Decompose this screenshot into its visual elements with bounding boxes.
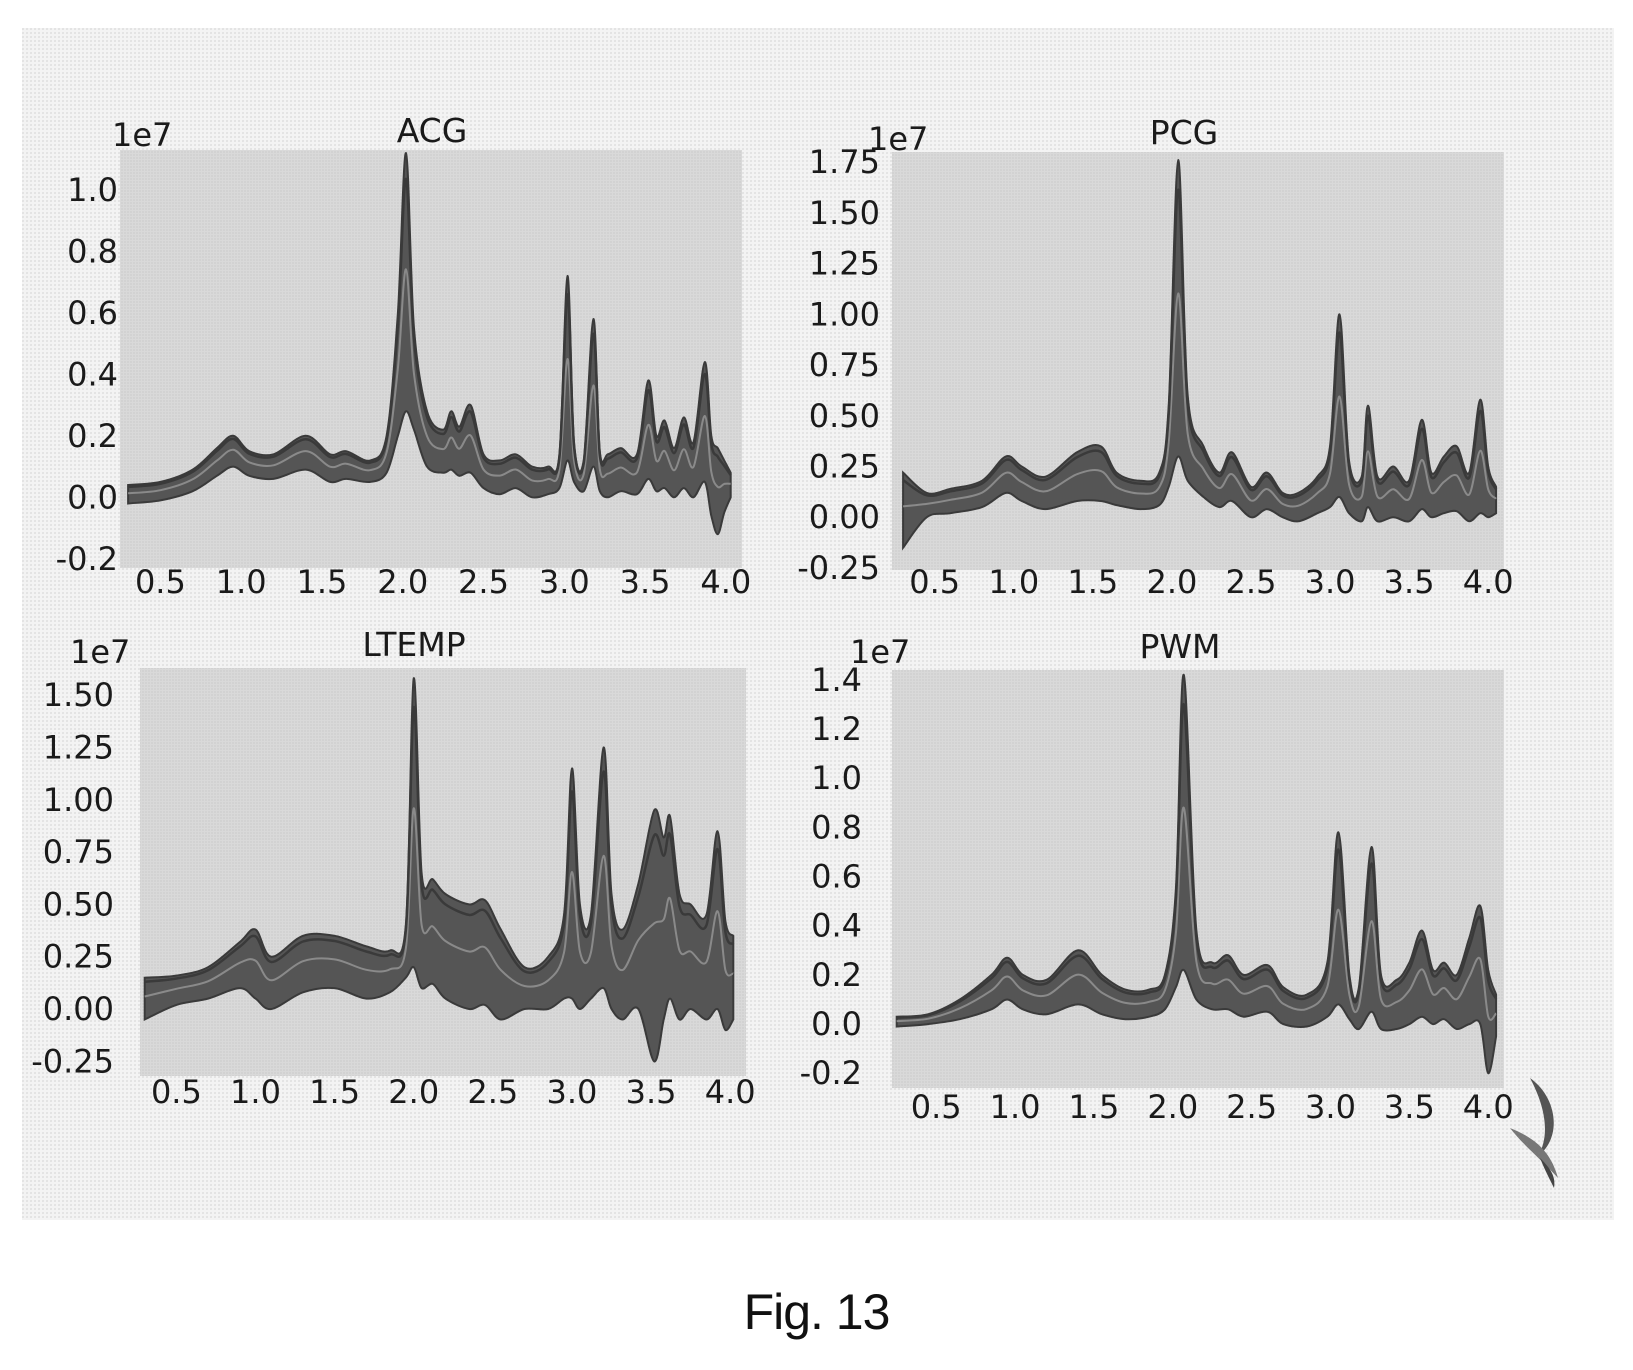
y-tick-label: -0.2 — [800, 1054, 862, 1092]
spectrum-trace-light — [896, 806, 1497, 1023]
y-tick-label: 1.4 — [811, 661, 862, 699]
y-tick-label: 0.00 — [43, 990, 114, 1028]
x-tick-label: 1.0 — [216, 563, 267, 601]
x-tick-label: 4.0 — [1463, 563, 1514, 601]
y-tick-label: 0.0 — [811, 1005, 862, 1043]
y-tick-label: 1.50 — [43, 676, 114, 714]
axis-offset-label: 1e7 — [112, 116, 172, 154]
x-tick-label: 2.5 — [1226, 563, 1277, 601]
y-tick-label: 1.00 — [809, 295, 880, 333]
spectrum-trace-dark — [127, 177, 732, 489]
y-tick-label: 1.0 — [67, 171, 118, 209]
x-tick-label: 1.5 — [297, 563, 348, 601]
y-tick-label: 0.8 — [67, 232, 118, 270]
x-tick-label: 3.0 — [1305, 563, 1356, 601]
x-tick-label: 3.0 — [539, 563, 590, 601]
y-tick-label: 0.6 — [67, 294, 118, 332]
x-tick-label: 4.0 — [700, 563, 751, 601]
y-tick-label: -0.25 — [797, 549, 880, 587]
y-tick-label: 0.75 — [43, 833, 114, 871]
x-tick-label: 0.5 — [911, 1088, 962, 1126]
spectrum-trace-dark — [896, 703, 1498, 1019]
x-tick-label: 1.5 — [309, 1073, 360, 1111]
y-tick-label: 0.50 — [809, 397, 880, 435]
figure-canvas: ACG 1e7 1.0 0.8 0.6 0.4 0.2 0.0 -0.2 0.5 1.0 1.5 2.0… — [22, 28, 1614, 1220]
y-tick-label: 1.25 — [809, 245, 880, 283]
x-tick-label: 0.5 — [135, 563, 186, 601]
y-tick-label: 0.0 — [67, 478, 118, 516]
x-tick-label: 2.0 — [388, 1073, 439, 1111]
subplot-title: LTEMP — [362, 625, 465, 664]
x-tick-label: 3.5 — [626, 1073, 677, 1111]
x-tick-label: 3.5 — [1384, 1088, 1435, 1126]
subplot-title: ACG — [397, 111, 468, 150]
spectrum-trace-light — [902, 292, 1497, 508]
y-tick-label: 1.50 — [809, 194, 880, 232]
y-tick-label: 0.50 — [43, 885, 114, 923]
x-tick-label: 0.5 — [151, 1073, 202, 1111]
x-tick-label: 2.5 — [458, 563, 509, 601]
subplots-layer: ACG 1e7 1.0 0.8 0.6 0.4 0.2 0.0 -0.2 0.5 1.0 1.5 2.0… — [31, 111, 1513, 1126]
axis-offset-label: 1e7 — [850, 633, 910, 671]
subplot-ltemp: LTEMP 1e7 1.50 1.25 1.00 0.75 0.50 0.25 0.00 -0.2… — [31, 625, 755, 1111]
subplot-title: PCG — [1150, 113, 1219, 152]
spectrum-trace-dark — [144, 706, 735, 984]
y-tick-label: -0.25 — [31, 1042, 114, 1080]
y-tick-label: 1.0 — [811, 759, 862, 797]
x-tick-label: 1.0 — [230, 1073, 281, 1111]
x-tick-label: 2.0 — [377, 563, 428, 601]
x-tick-label: 1.5 — [1067, 563, 1118, 601]
y-tick-label: 0.6 — [811, 858, 862, 896]
subplot-acg: ACG 1e7 1.0 0.8 0.6 0.4 0.2 0.0 -0.2 0.5 1.0 1.5 2.0… — [56, 111, 752, 601]
x-tick-label: 2.5 — [1226, 1088, 1277, 1126]
y-tick-label: 0.4 — [811, 907, 862, 945]
x-tick-label: 2.0 — [1147, 1088, 1198, 1126]
x-tick-label: 2.0 — [1146, 563, 1197, 601]
plot-area — [892, 670, 1504, 1088]
x-tick-label: 2.5 — [467, 1073, 518, 1111]
x-tick-label: 3.0 — [1305, 1088, 1356, 1126]
y-tick-label: 0.4 — [67, 355, 118, 393]
y-tick-label: 1.2 — [811, 710, 862, 748]
y-tick-label: 0.75 — [809, 346, 880, 384]
spectrum-trace-dark — [902, 188, 1498, 499]
y-tick-label: -0.2 — [56, 540, 118, 578]
y-tick-label: 1.75 — [809, 143, 880, 181]
y-tick-label: 0.25 — [809, 448, 880, 486]
x-tick-label: 4.0 — [1463, 1088, 1514, 1126]
y-tick-label: 0.25 — [43, 938, 114, 976]
x-tick-label: 0.5 — [909, 563, 960, 601]
subplot-title: PWM — [1139, 627, 1220, 666]
x-tick-label: 3.5 — [1384, 563, 1435, 601]
x-tick-label: 3.5 — [620, 563, 671, 601]
spectrum-trace-light — [128, 268, 731, 495]
spectrum-trace-light — [144, 807, 734, 998]
axis-offset-label: 1e7 — [70, 633, 130, 671]
plot-area — [120, 150, 742, 568]
y-tick-label: 0.2 — [67, 417, 118, 455]
y-tick-label: 0.8 — [811, 808, 862, 846]
y-tick-label: 1.00 — [43, 781, 114, 819]
figure-panel: ACG 1e7 1.0 0.8 0.6 0.4 0.2 0.0 -0.2 0.5 1.0 1.5 2.0… — [22, 28, 1614, 1220]
x-tick-label: 4.0 — [705, 1073, 756, 1111]
y-tick-label: 0.00 — [809, 498, 880, 536]
y-tick-label: 0.2 — [811, 956, 862, 994]
figure-caption: Fig. 13 — [743, 1284, 891, 1340]
axis-offset-label: 1e7 — [868, 120, 928, 158]
x-tick-label: 3.0 — [547, 1073, 598, 1111]
page-curl-icon — [1510, 1078, 1558, 1188]
x-tick-label: 1.5 — [1068, 1088, 1119, 1126]
x-tick-label: 1.0 — [988, 563, 1039, 601]
x-tick-label: 1.0 — [990, 1088, 1041, 1126]
y-tick-label: 1.25 — [43, 729, 114, 767]
